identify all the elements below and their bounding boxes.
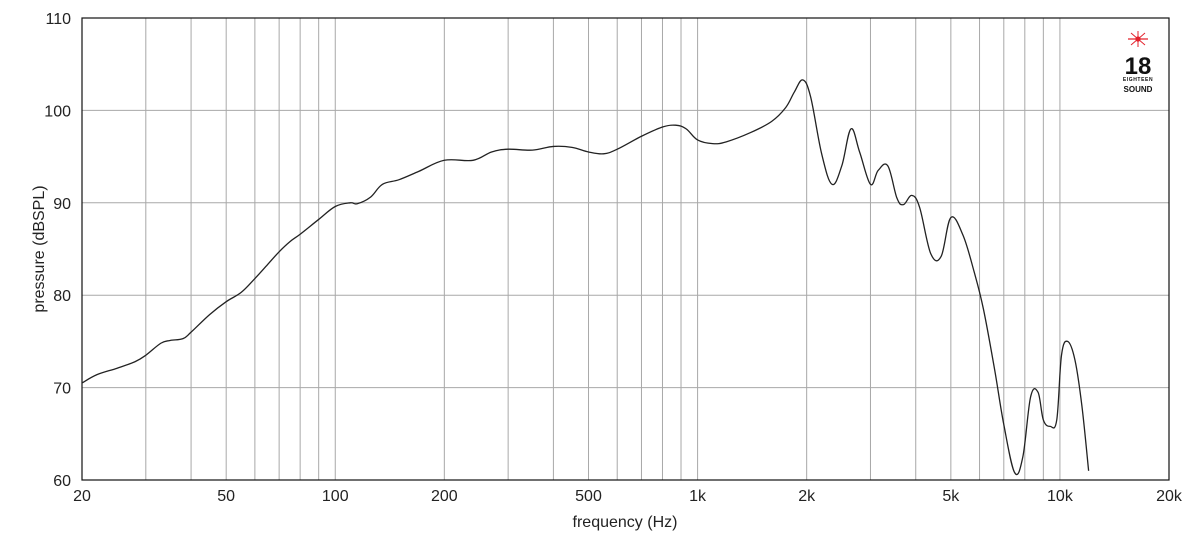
x-tick-label: 100 bbox=[322, 488, 349, 505]
x-tick-label: 200 bbox=[431, 488, 458, 505]
y-axis-label: pressure (dBSPL) bbox=[31, 185, 48, 312]
logo-word: SOUND bbox=[1124, 85, 1153, 94]
x-tick-labels: 20 50 100 200 500 1k 2k 5k 10k 20k bbox=[73, 488, 1183, 505]
y-tick-label: 110 bbox=[45, 11, 71, 28]
y-tick-label: 100 bbox=[44, 103, 71, 120]
x-tick-label: 1k bbox=[689, 488, 707, 505]
y-tick-label: 70 bbox=[53, 381, 71, 398]
y-tick-labels: 60 70 80 90 100 110 bbox=[44, 11, 71, 490]
series-line bbox=[81, 79, 1090, 476]
star-icon bbox=[1128, 31, 1148, 47]
logo-small-text: EIGHTEEN bbox=[1123, 77, 1153, 83]
x-tick-label: 5k bbox=[942, 488, 960, 505]
x-tick-label: 10k bbox=[1047, 488, 1074, 505]
y-tick-label: 60 bbox=[53, 473, 71, 490]
x-tick-label: 20k bbox=[1156, 488, 1183, 505]
x-tick-label: 50 bbox=[217, 488, 235, 505]
y-tick-label: 90 bbox=[53, 196, 71, 213]
grid-lines bbox=[82, 18, 1169, 480]
y-tick-label: 80 bbox=[53, 288, 71, 305]
logo-number: 18 bbox=[1125, 53, 1152, 80]
x-tick-label: 20 bbox=[73, 488, 91, 505]
brand-logo: 18 EIGHTEEN SOUND bbox=[1123, 31, 1153, 94]
x-tick-label: 2k bbox=[798, 488, 816, 505]
plot-frame bbox=[81, 17, 1170, 481]
x-axis-label: frequency (Hz) bbox=[573, 514, 678, 531]
x-tick-label: 500 bbox=[575, 488, 602, 505]
